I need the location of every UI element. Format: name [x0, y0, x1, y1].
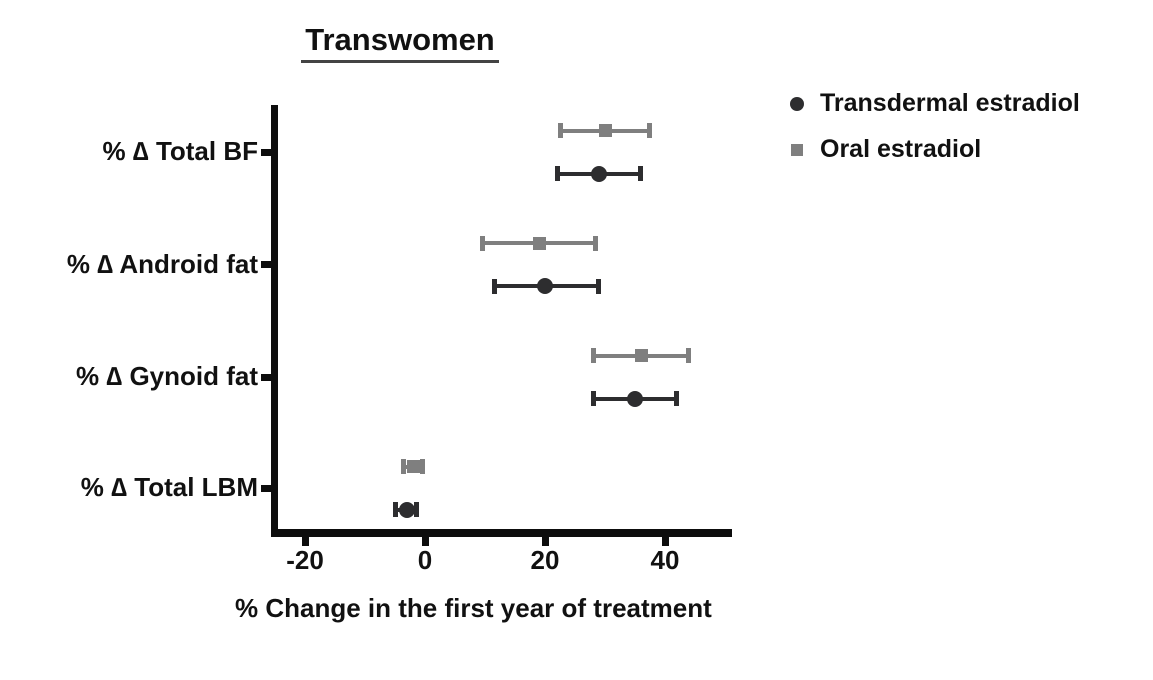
error-bar-cap-left	[492, 278, 497, 294]
x-tick-label: 0	[417, 545, 433, 575]
error-bar-cap-right	[674, 391, 679, 406]
data-point-circle	[627, 390, 643, 407]
error-bar-cap-right	[686, 348, 691, 363]
x-tick-label: 20	[530, 545, 560, 575]
x-axis-label: % Change in the first year of treatment	[235, 593, 712, 623]
legend-item-oral: Oral estradiol	[789, 135, 1080, 164]
circle-marker-icon	[789, 96, 805, 112]
error-bar-cap-right	[596, 278, 601, 294]
legend-item-transdermal: Transdermal estradiol	[789, 89, 1080, 118]
chart-title-wrap: Transwomen	[255, 22, 545, 63]
data-point-square	[598, 124, 612, 137]
error-bar-cap-left	[555, 166, 560, 181]
error-bar-cap-right	[593, 235, 598, 251]
error-bar-cap-right	[638, 166, 643, 181]
x-axis-tick	[661, 537, 669, 546]
y-axis-tick	[261, 148, 271, 156]
y-axis-tick	[261, 261, 271, 268]
chart-title: Transwomen	[301, 22, 499, 63]
x-tick-label: 40	[650, 545, 680, 575]
y-axis-tick	[261, 373, 271, 381]
error-bar-cap-left	[480, 235, 485, 251]
error-bar-cap-left	[558, 123, 563, 138]
legend-label: Transdermal estradiol	[820, 89, 1080, 117]
data-point-circle	[537, 278, 553, 294]
legend-label: Oral estradiol	[820, 135, 982, 163]
y-category-label: % ∆ Gynoid fat	[75, 361, 258, 391]
data-point-square	[406, 460, 420, 473]
error-bar-cap-left	[591, 391, 596, 406]
error-bar-cap-right	[420, 459, 426, 474]
x-axis-spine	[271, 529, 732, 537]
error-bar-cap-left	[393, 502, 398, 517]
error-bar-cap-right	[647, 123, 652, 138]
legend: Transdermal estradiol Oral estradiol	[789, 89, 1080, 164]
x-axis-tick	[301, 537, 309, 546]
error-bar-cap-right	[414, 502, 420, 517]
error-bar-cap-left	[400, 459, 406, 474]
y-axis-spine	[271, 105, 278, 537]
x-axis-tick	[541, 537, 549, 546]
data-point-circle	[591, 165, 607, 182]
y-category-label: % ∆ Total BF	[102, 136, 258, 166]
x-axis-tick	[421, 537, 429, 546]
data-point-circle	[399, 501, 415, 518]
error-bar-cap-left	[591, 348, 596, 363]
y-category-label: % ∆ Total LBM	[80, 472, 258, 502]
data-point-square	[532, 236, 546, 250]
data-point-square	[634, 349, 648, 362]
square-marker-icon	[789, 142, 805, 158]
y-category-label: % ∆ Android fat	[66, 248, 258, 279]
y-axis-tick	[261, 484, 271, 492]
x-tick-label: -20	[286, 545, 324, 575]
